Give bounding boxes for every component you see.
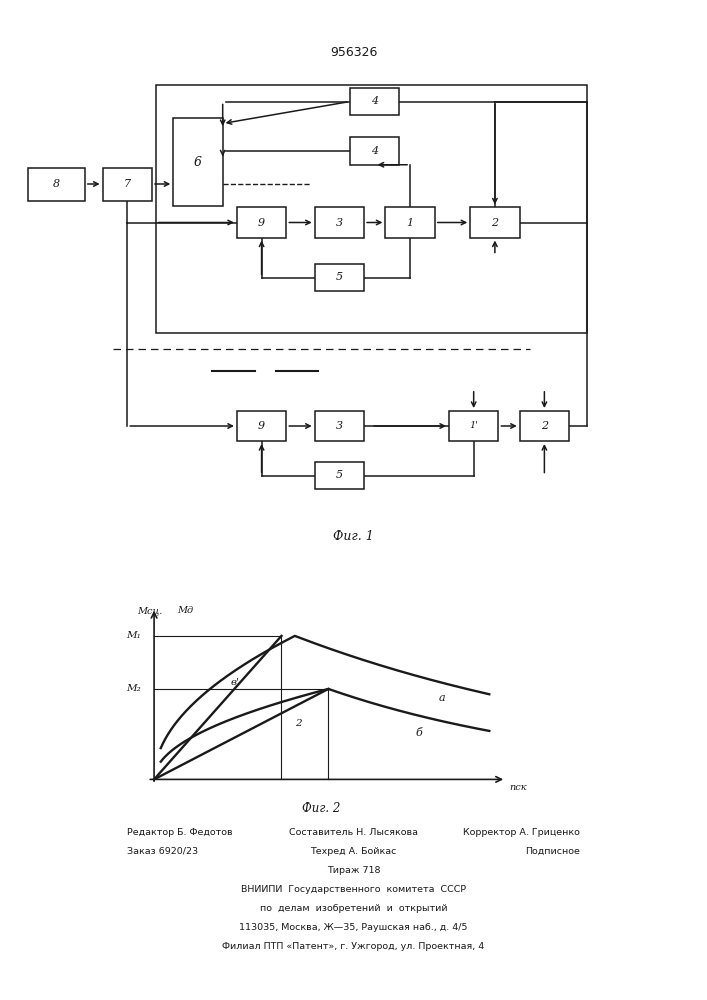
Text: 2: 2 (295, 719, 301, 728)
Bar (237, 207, 286, 238)
Text: ВНИИПИ  Государственного  комитета  СССР: ВНИИПИ Государственного комитета СССР (241, 885, 466, 894)
Text: 4: 4 (371, 97, 378, 106)
Bar (350, 137, 399, 165)
Bar (470, 207, 520, 238)
Text: Мд: Мд (177, 606, 194, 615)
Text: по  делам  изобретений  и  открытий: по делам изобретений и открытий (259, 904, 448, 913)
Text: M₁: M₁ (126, 631, 141, 640)
Text: 1': 1' (469, 422, 478, 430)
Bar (315, 462, 364, 489)
Bar (315, 411, 364, 441)
Bar (350, 88, 399, 115)
Text: 8: 8 (53, 179, 60, 189)
Text: 5: 5 (336, 471, 343, 481)
Bar (315, 264, 364, 291)
Text: Техред А. Бойкас: Техред А. Бойкас (310, 847, 397, 856)
Text: 4: 4 (371, 146, 378, 156)
Text: 113035, Москва, Ж—35, Раушская наб., д. 4/5: 113035, Москва, Ж—35, Раушская наб., д. … (239, 923, 468, 932)
Text: 7: 7 (124, 179, 131, 189)
Text: M₂: M₂ (126, 684, 141, 693)
Text: 3: 3 (336, 218, 343, 228)
Bar (385, 207, 435, 238)
Text: Подписное: Подписное (525, 847, 580, 856)
Text: Фиг. 2: Фиг. 2 (303, 802, 341, 815)
Text: Филиал ПТП «Патент», г. Ужгород, ул. Проектная, 4: Филиал ПТП «Патент», г. Ужгород, ул. Про… (223, 942, 484, 951)
Text: 9: 9 (258, 421, 265, 431)
Text: 2: 2 (541, 421, 548, 431)
Text: пск: пск (510, 783, 527, 792)
Bar (520, 411, 569, 441)
Text: 5: 5 (336, 272, 343, 282)
Text: 956326: 956326 (329, 46, 378, 60)
Text: 1: 1 (407, 218, 414, 228)
Text: Составитель Н. Лысякова: Составитель Н. Лысякова (289, 828, 418, 837)
Bar (449, 411, 498, 441)
Text: 6: 6 (194, 155, 202, 168)
Text: Фиг. 1: Фиг. 1 (333, 530, 374, 542)
Bar (28, 167, 85, 200)
Text: в': в' (230, 678, 239, 687)
Text: Тираж 718: Тираж 718 (327, 866, 380, 875)
Bar (156, 85, 587, 332)
Text: 9: 9 (258, 218, 265, 228)
Bar (103, 167, 152, 200)
Text: б: б (416, 728, 422, 738)
Text: Редактор Б. Федотов: Редактор Б. Федотов (127, 828, 233, 837)
Bar (173, 118, 223, 206)
Text: 2: 2 (491, 218, 498, 228)
Bar (315, 207, 364, 238)
Text: а: а (439, 693, 445, 703)
Bar (237, 411, 286, 441)
Text: Заказ 6920/23: Заказ 6920/23 (127, 847, 199, 856)
Text: Мсц.: Мсц. (137, 606, 163, 615)
Text: 3: 3 (336, 421, 343, 431)
Text: Корректор А. Гриценко: Корректор А. Гриценко (463, 828, 580, 837)
